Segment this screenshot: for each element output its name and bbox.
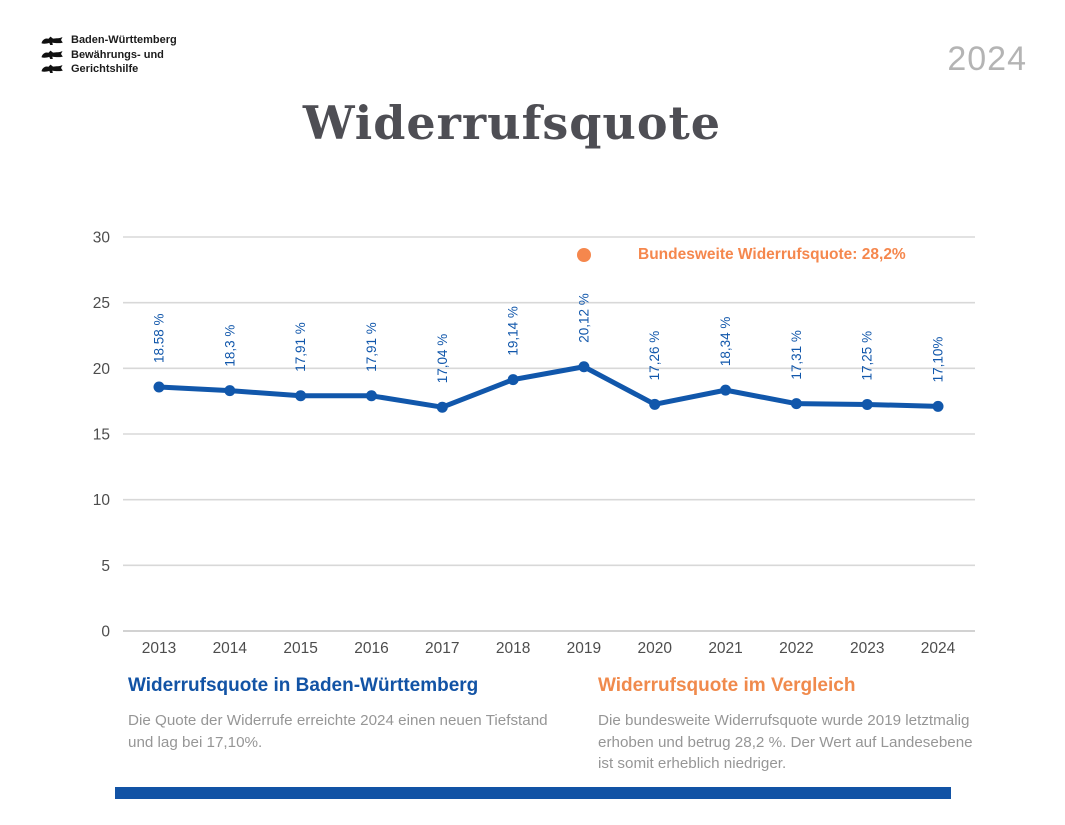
- svg-text:2021: 2021: [708, 640, 742, 657]
- svg-text:20: 20: [93, 361, 111, 378]
- svg-text:18,3 %: 18,3 %: [222, 325, 237, 367]
- year-badge: 2024: [947, 40, 1027, 78]
- logo-line-3: Gerichtshilfe: [71, 63, 139, 75]
- svg-text:2014: 2014: [213, 640, 248, 657]
- section-left-heading: Widerrufsquote in Baden-Württemberg: [128, 675, 479, 696]
- svg-text:15: 15: [93, 427, 110, 444]
- section-right-body: Die bundesweite Widerrufsquote wurde 201…: [598, 712, 973, 772]
- svg-text:20,12 %: 20,12 %: [576, 293, 591, 343]
- svg-text:0: 0: [101, 624, 110, 641]
- title-wrap: Widerrufsquote: [0, 96, 1024, 150]
- chart-legend: Bundesweite Widerrufsquote: 28,2%: [577, 246, 906, 264]
- logo-line-2: Bewährungs- und: [71, 48, 164, 61]
- svg-text:2015: 2015: [283, 640, 317, 657]
- bw-logo: Baden-Württemberg Bewährungs- und Gerich…: [40, 33, 177, 79]
- logo-text: Baden-Württemberg Bewährungs- und Gerich…: [71, 33, 177, 77]
- svg-text:5: 5: [101, 558, 110, 575]
- svg-text:17,31 %: 17,31 %: [789, 330, 804, 380]
- gridlines: [123, 236, 975, 632]
- bw-three-lions-icon: [41, 36, 63, 73]
- svg-text:18,34 %: 18,34 %: [718, 317, 733, 367]
- footer-accent-bar: [115, 787, 951, 799]
- svg-text:2022: 2022: [779, 640, 813, 657]
- svg-text:2023: 2023: [850, 640, 884, 657]
- svg-text:17,91 %: 17,91 %: [293, 322, 308, 372]
- svg-text:19,14 %: 19,14 %: [506, 306, 521, 356]
- data-line-series: [156, 364, 941, 410]
- svg-text:17,91 %: 17,91 %: [364, 322, 379, 372]
- logo-line-1: Baden-Württemberg: [71, 34, 177, 46]
- svg-text:25: 25: [93, 295, 110, 312]
- svg-text:17,26 %: 17,26 %: [647, 331, 662, 381]
- y-axis-tick-labels: 0 5 10 15 20 25 30: [93, 230, 111, 641]
- svg-text:2019: 2019: [567, 640, 601, 657]
- section-left-body: Die Quote der Widerrufe erreichte 2024 e…: [128, 712, 548, 751]
- svg-text:30: 30: [93, 230, 111, 247]
- section-right-heading: Widerrufsquote im Vergleich: [598, 675, 856, 696]
- line-chart: 0 5 10 15 20 25 30 2013 2014 2015 2016 2017 2018 2019…: [93, 230, 975, 657]
- svg-text:17,25 %: 17,25 %: [860, 331, 875, 381]
- section-vergleich: Widerrufsquote im Vergleich Die bundeswe…: [598, 674, 990, 775]
- data-point-labels: 18.58 % 18,3 % 17,91 % 17,91 % 17,04 % 19,14 …: [152, 293, 946, 383]
- svg-text:17,10%: 17,10%: [931, 337, 946, 383]
- legend-label: Bundesweite Widerrufsquote: 28,2%: [638, 246, 906, 263]
- x-axis-tick-labels: 2013 2014 2015 2016 2017 2018 2019 2020 2021 2022…: [142, 640, 956, 657]
- svg-text:2016: 2016: [354, 640, 388, 657]
- svg-text:18.58 %: 18.58 %: [152, 313, 167, 363]
- svg-text:2020: 2020: [637, 640, 672, 657]
- data-point-markers: [153, 361, 944, 413]
- svg-text:2018: 2018: [496, 640, 530, 657]
- svg-text:2017: 2017: [425, 640, 459, 657]
- section-baden-wuerttemberg: Widerrufsquote in Baden-Württemberg Die …: [128, 674, 548, 753]
- svg-text:2013: 2013: [142, 640, 176, 657]
- svg-text:17,04 %: 17,04 %: [435, 334, 450, 384]
- legend-dot-icon: [577, 248, 591, 262]
- svg-text:10: 10: [93, 492, 111, 509]
- page-title: Widerrufsquote: [302, 96, 722, 150]
- svg-text:2024: 2024: [921, 640, 956, 657]
